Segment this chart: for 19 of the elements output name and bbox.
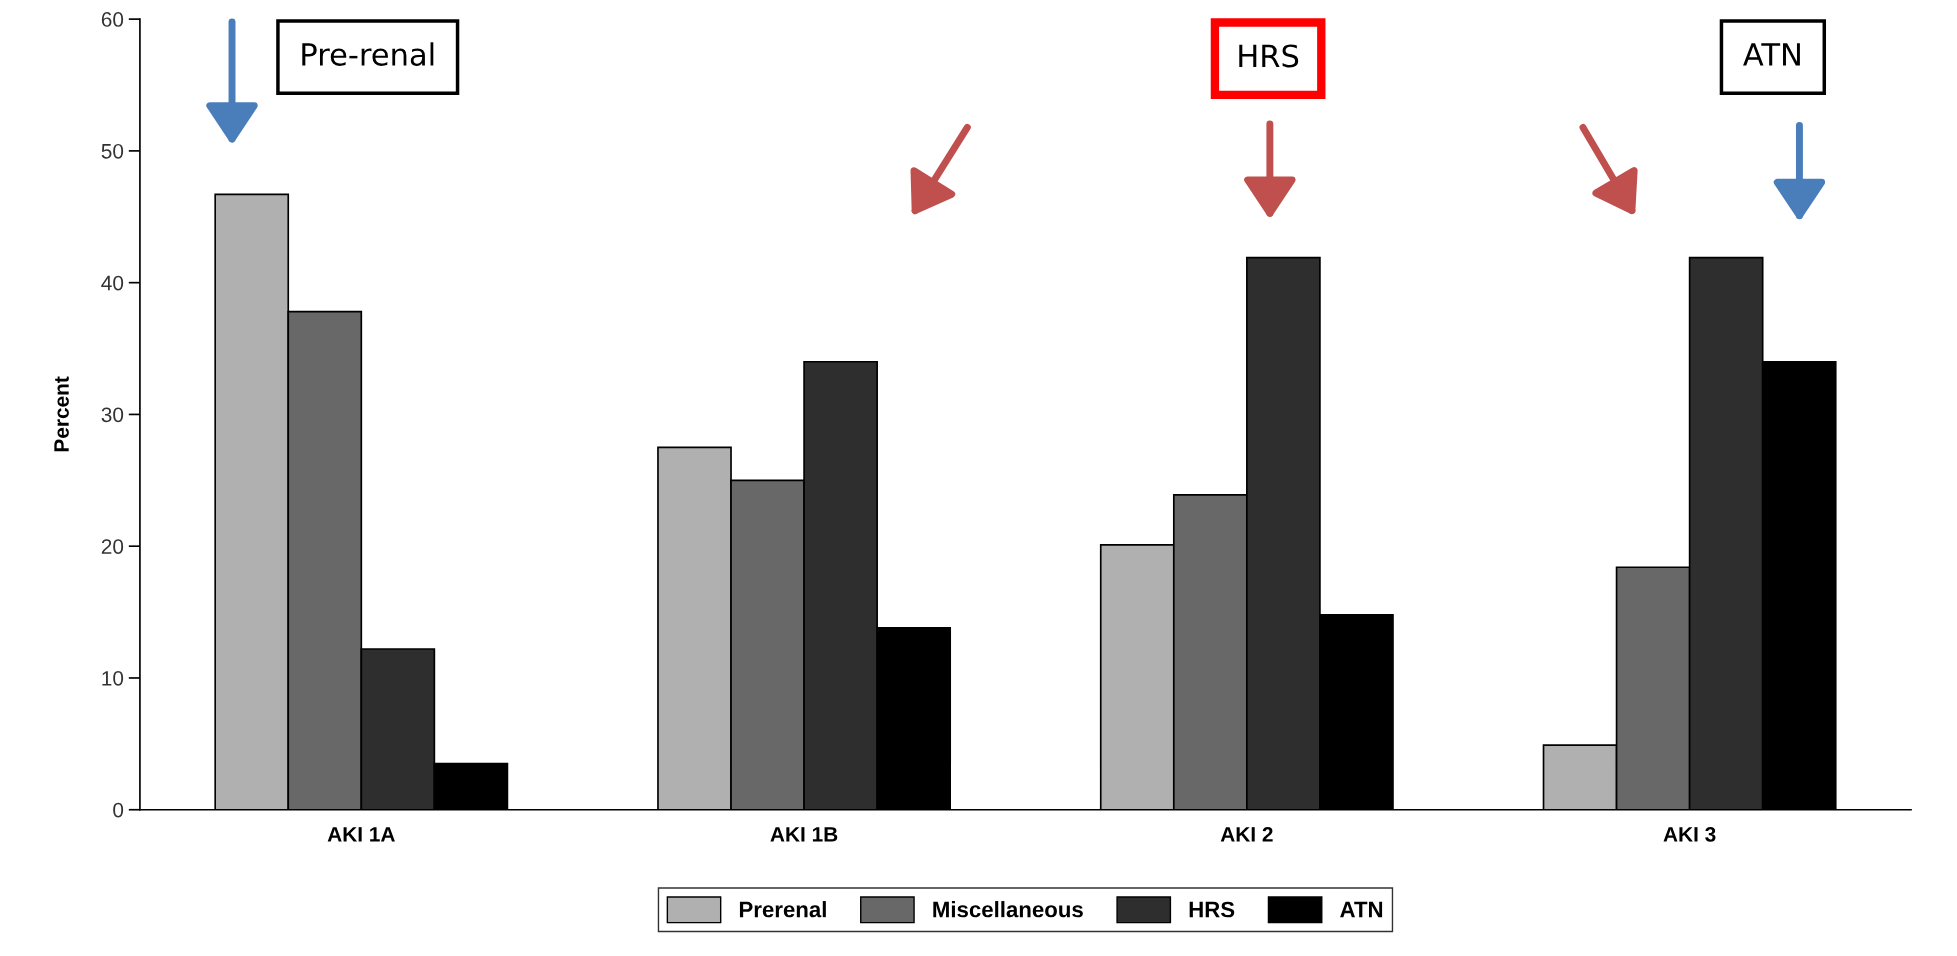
- y-tick-label: 20: [101, 539, 124, 554]
- y-tick-label: 0: [113, 802, 124, 818]
- annotation: HRS: [1239, 44, 1299, 68]
- y-tick-label: 40: [101, 275, 124, 291]
- legend-label: Miscellaneous: [933, 901, 1083, 918]
- y-tick-label: 10: [102, 670, 124, 686]
- annotation: ATN: [1743, 43, 1800, 66]
- x-tick-label: AKI 2: [1220, 826, 1273, 842]
- annotation: Pre-renal: [302, 42, 434, 66]
- legend-label: Prerenal: [739, 901, 826, 918]
- legend-label: HRS: [1189, 901, 1235, 918]
- x-tick-label: AKI 3: [1663, 826, 1716, 842]
- x-tick-label: AKI 1A: [327, 827, 395, 842]
- legend-label: ATN: [1340, 901, 1383, 918]
- y-tick-label: 50: [101, 143, 124, 159]
- x-tick-label: AKI 1B: [770, 827, 838, 842]
- y-axis-title: Percent: [54, 376, 69, 452]
- y-tick-label: 60: [101, 12, 124, 27]
- y-tick-label: 30: [101, 407, 124, 423]
